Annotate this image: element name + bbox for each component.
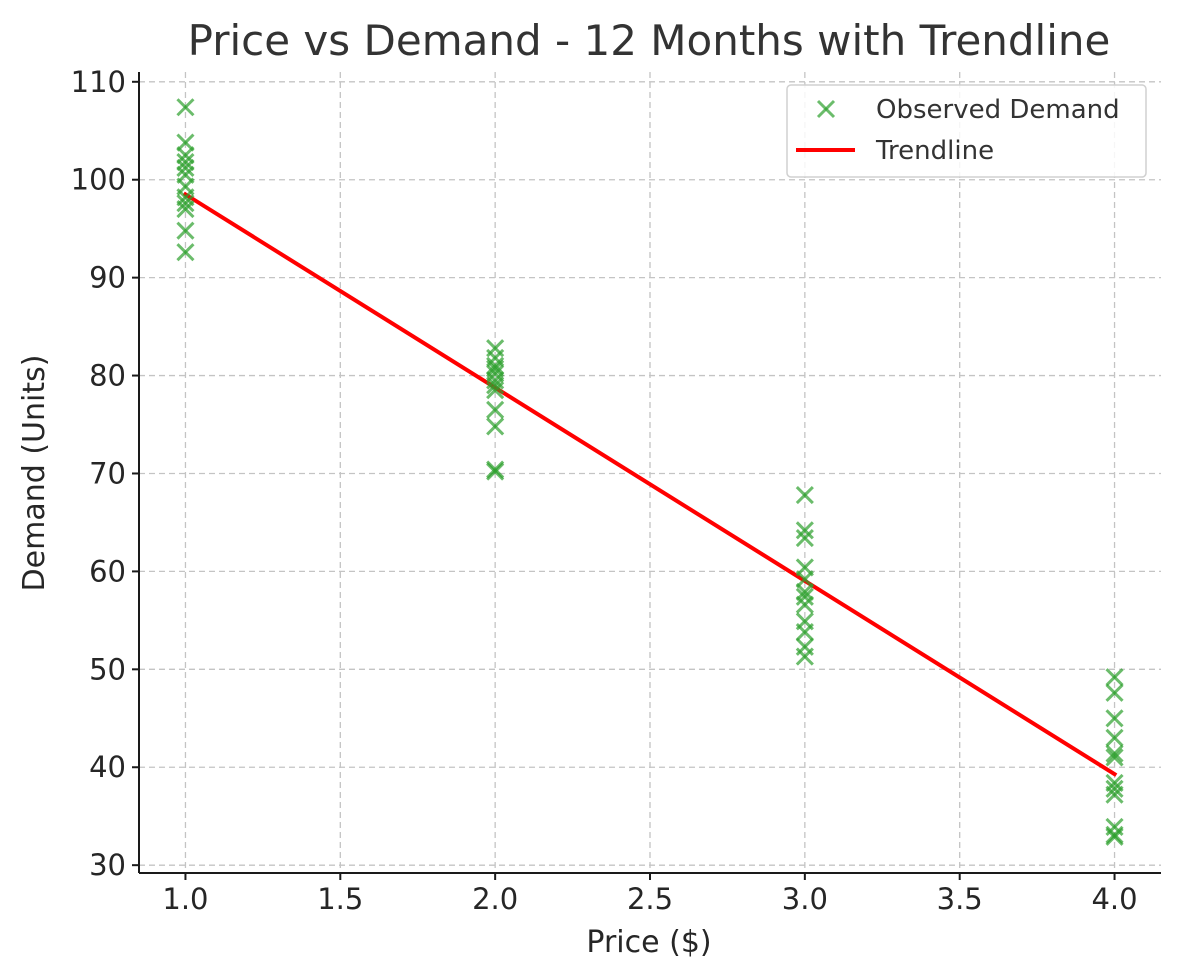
data-point: [1105, 668, 1124, 687]
data-point: [176, 146, 195, 165]
data-point: [1105, 779, 1124, 798]
x-tick-label: 3.0: [782, 882, 828, 916]
data-point: [795, 647, 814, 666]
axes: [132, 72, 1161, 880]
legend-scatter-marker: [816, 99, 836, 119]
data-point: [1105, 748, 1124, 767]
data-point: [486, 381, 505, 400]
x-tick-label: 2.0: [472, 882, 518, 916]
data-point: [486, 376, 505, 395]
data-point: [176, 243, 195, 262]
x-tick-label: 3.5: [937, 882, 983, 916]
x-axis-label: Price ($): [586, 925, 711, 960]
data-point: [1105, 785, 1124, 804]
legend-label: Trendline: [875, 136, 994, 166]
chart-title: Price vs Demand - 12 Months with Trendli…: [188, 16, 1111, 65]
x-tick-label: 1.5: [317, 882, 363, 916]
grid: [139, 72, 1161, 873]
data-point: [795, 595, 814, 614]
y-tick-label: 60: [89, 554, 126, 588]
data-point: [486, 359, 505, 378]
data-point: [486, 356, 505, 375]
data-point: [795, 521, 814, 540]
scatter-points: [176, 98, 1124, 846]
y-tick-label: 30: [89, 848, 126, 882]
data-point: [176, 98, 195, 117]
trendline-layer: [182, 191, 1118, 777]
data-point: [1105, 744, 1124, 763]
legend: Observed Demand Trendline: [786, 84, 1147, 178]
x-tick-label: 2.5: [627, 882, 673, 916]
y-tick-label: 50: [89, 652, 126, 686]
data-point: [1105, 709, 1124, 728]
y-tick-label: 40: [89, 750, 126, 784]
data-point: [486, 400, 505, 419]
x-tick-label: 4.0: [1091, 882, 1137, 916]
x-tick-label: 1.0: [162, 882, 208, 916]
trendline: [182, 191, 1118, 777]
data-point: [795, 485, 814, 505]
y-tick-label: 80: [89, 359, 126, 393]
y-axis-label: Demand (Units): [17, 355, 52, 592]
y-tick-label: 70: [89, 456, 126, 490]
legend-box: [786, 84, 1147, 178]
data-point: [1105, 728, 1124, 747]
data-point: [1105, 683, 1124, 702]
data-point: [795, 529, 814, 548]
data-point: [486, 417, 505, 436]
data-point: [176, 194, 195, 213]
legend-label: Observed Demand: [876, 95, 1120, 125]
data-point: [795, 623, 814, 642]
data-point: [176, 221, 195, 240]
data-point: [176, 200, 195, 219]
y-tick-label: 110: [71, 65, 126, 99]
data-point: [486, 462, 505, 481]
tick-labels: 1.0 1.5 2.0 2.5 3.0 3.5 4.0 30 40 50 60 70 80 90 100 11…: [71, 65, 1138, 916]
data-point: [1105, 827, 1124, 846]
y-tick-label: 90: [89, 261, 126, 295]
y-tick-label: 100: [71, 163, 126, 197]
data-point: [795, 587, 814, 606]
